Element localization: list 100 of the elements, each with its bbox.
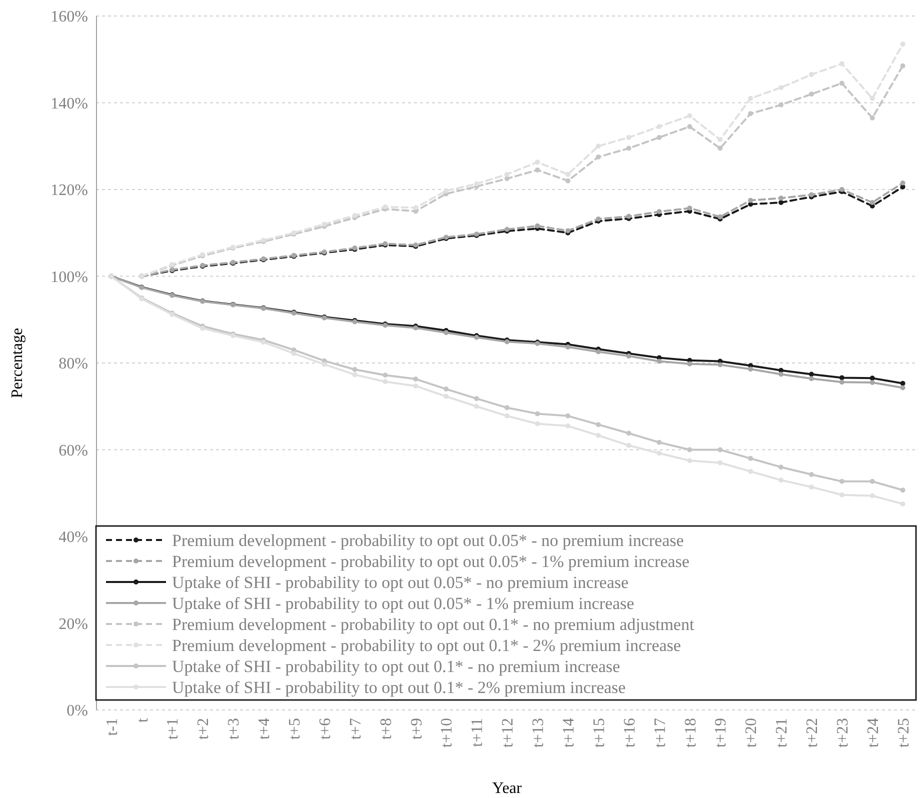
point [656,124,662,130]
point [565,413,570,418]
point [504,172,510,177]
point [352,372,358,378]
x-tick-label: t+2 [195,718,212,740]
point [291,350,296,356]
legend-label: Uptake of SHI - probability to opt out 0.1* - 2% premium increase [172,678,626,697]
point [808,484,814,490]
legend-label: Uptake of SHI - probability to opt out 0.05* - no premium increase [172,572,629,592]
point [626,214,632,219]
y-axis-title: Percentage [9,328,26,398]
point [870,96,875,101]
point [565,172,570,177]
point [687,206,692,211]
y-tick-label: 60% [58,442,88,460]
x-tick-label: t+18 [682,718,700,748]
point [778,478,784,483]
point [596,216,601,222]
point [839,375,844,380]
point [504,413,510,418]
x-tick-label: t+19 [712,718,730,748]
y-tick-label: 80% [58,356,88,373]
x-tick-label: t+9 [408,718,426,740]
x-tick-label: t-1 [104,718,121,736]
x-tick-label: t+25 [895,718,912,748]
x-tick-label: t+16 [621,718,638,748]
x-tick-label: t+12 [500,718,517,748]
point [413,205,418,210]
point [444,188,449,194]
legend-label: Premium development - probability to opt out 0.05* - 1% premium increase [172,552,690,571]
point [718,214,723,220]
point [839,380,844,385]
point [839,187,844,192]
point [808,372,814,377]
point [900,488,906,493]
legend-label: Premium development - probability to opt out 0.1* - 2% premium increase [172,636,681,655]
point [352,367,358,372]
point [534,223,540,228]
point [808,92,814,97]
point [413,376,418,382]
x-tick-label: t+13 [530,718,548,748]
x-tick-label: t+10 [438,718,456,748]
point [565,178,570,184]
point [626,430,632,436]
x-axis-title: Year [492,780,522,797]
point [778,85,784,90]
point [534,160,540,165]
point [322,362,327,367]
y-tick-label: 140% [50,95,88,112]
point [870,493,875,498]
legend-label: Premium development - probability to opt out 0.05* - no premium increase [172,530,684,550]
point [900,42,906,47]
point [504,176,510,182]
point [626,134,632,140]
point [839,80,844,86]
point [534,411,540,416]
point [808,472,814,477]
point [718,362,723,368]
point [687,458,692,464]
point [748,96,754,101]
point [656,209,662,214]
point [748,366,754,372]
point [900,501,906,506]
y-tick-label: 40% [58,529,88,546]
point [656,450,662,456]
point [870,115,875,120]
point [687,447,692,452]
point [808,72,814,78]
y-tick-label: 0% [66,702,88,720]
point [444,386,449,392]
point [474,396,480,402]
y-tick-label: 160% [50,8,88,26]
point [870,478,875,484]
point [626,146,632,151]
point [565,344,570,350]
point [870,200,875,206]
x-tick-label: t+23 [834,718,852,748]
x-tick-label: t [134,717,152,722]
x-tick-label: t+7 [347,718,364,740]
point [900,63,906,68]
x-tick-label: t+11 [469,718,486,747]
point [718,146,723,151]
x-tick-label: t+3 [226,718,243,740]
x-tick-label: t+24 [864,718,882,748]
point [596,154,601,160]
point [382,379,388,384]
point [900,180,906,186]
point [718,460,723,466]
point [626,442,632,448]
point [687,113,692,118]
point [656,358,662,364]
point [626,354,632,359]
point [839,61,844,66]
x-tick-label: t+4 [256,718,274,740]
point [687,361,692,366]
y-tick-label: 120% [50,182,88,200]
point [748,111,754,116]
x-tick-label: t+1 [164,718,182,740]
point [718,137,723,142]
point [382,372,388,378]
